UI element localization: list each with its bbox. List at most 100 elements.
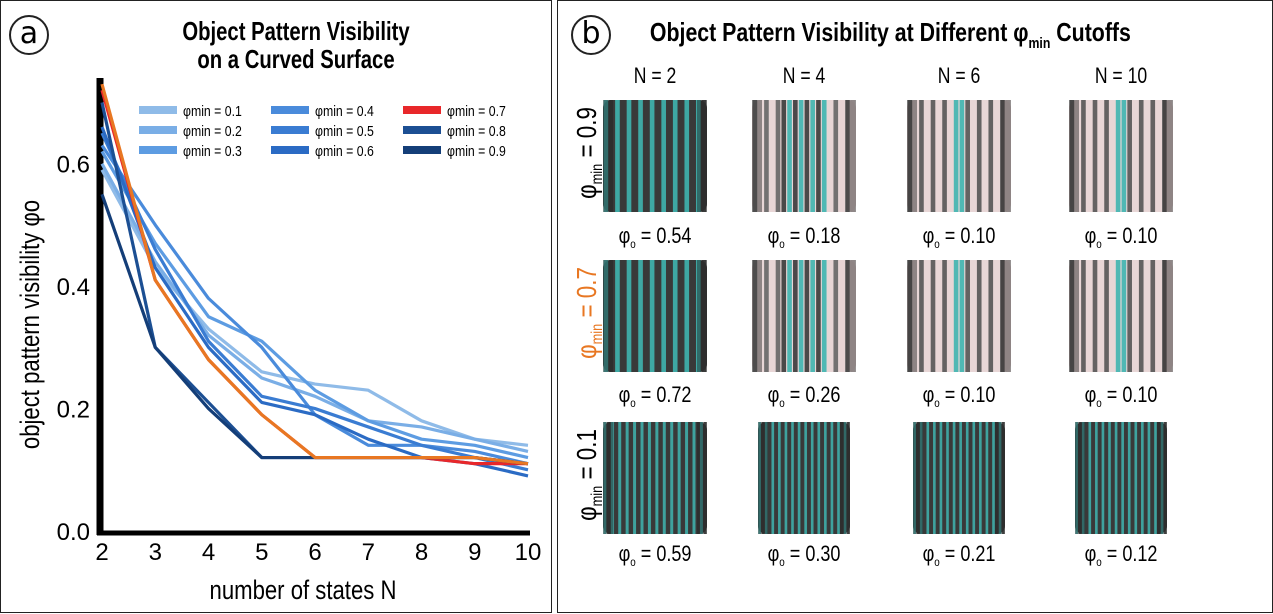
x-tick-label: 10: [515, 539, 542, 566]
row-label-symbol: φ: [571, 506, 602, 521]
visibility-value: φo = 0.10: [906, 223, 1013, 251]
visibility-value: φo = 0.72: [602, 382, 709, 410]
value-symbol: φ: [767, 382, 780, 407]
legend-swatch: [403, 126, 441, 134]
visibility-value: φo = 0.12: [1068, 541, 1175, 569]
grid-title: Object Pattern Visibility at Different φ…: [628, 17, 1153, 59]
value-sub: o: [779, 555, 785, 569]
cylinder-pattern-image: [752, 100, 856, 212]
legend-label: φmin = 0.9: [447, 143, 506, 159]
row-label: φmin = 0.7: [571, 253, 607, 373]
x-tick-label: 5: [255, 539, 268, 566]
series-line: [100, 193, 529, 466]
visibility-value: φo = 0.54: [602, 223, 709, 251]
value-number: = 0.21: [939, 541, 996, 566]
panel-b: b Object Pattern Visibility at Different…: [557, 0, 1273, 613]
value-number: = 0.18: [784, 223, 841, 248]
legend-swatch: [271, 106, 309, 114]
x-tick-label: 9: [468, 539, 481, 566]
x-tick-label: 7: [362, 539, 375, 566]
value-symbol: φ: [922, 382, 935, 407]
chart-title-line2: on a Curved Surface: [197, 44, 395, 74]
y-tick-label: 0.6: [57, 152, 90, 179]
value-symbol: φ: [618, 223, 631, 248]
row-label: φmin = 0.1: [571, 415, 607, 535]
cylinder-pattern-image: [603, 422, 707, 534]
value-number: = 0.12: [1101, 541, 1158, 566]
cylinder-pattern-image: [752, 260, 856, 372]
legend-label: φmin = 0.7: [447, 103, 506, 119]
legend: φmin = 0.1 φmin = 0.2 φmin = 0.3 φmin = 0.4…: [139, 103, 506, 159]
series-line: [100, 162, 529, 453]
value-symbol: φ: [1084, 223, 1097, 248]
x-tick-label: 3: [149, 539, 162, 566]
value-sub: o: [779, 237, 785, 251]
y-tick-label: 0.4: [57, 274, 90, 301]
legend-swatch: [271, 126, 309, 134]
row-label: φmin = 0.9: [571, 93, 607, 213]
series-line: [100, 132, 529, 472]
series-line: [100, 150, 529, 460]
value-number: = 0.30: [784, 541, 841, 566]
cylinder-pattern-image: [913, 422, 1005, 534]
visibility-value: φo = 0.21: [906, 541, 1013, 569]
series-line: [100, 169, 529, 447]
legend-label: φmin = 0.6: [315, 143, 374, 159]
cylinder-pattern-image: [1069, 100, 1173, 212]
value-sub: o: [1096, 396, 1102, 410]
grid-title-suffix: Cutoffs: [1050, 17, 1131, 47]
x-tick-label: 2: [95, 539, 108, 566]
value-sub: o: [779, 396, 785, 410]
cylinder-pattern-image: [1075, 422, 1167, 534]
y-axis-label: object pattern visibility φo: [16, 200, 46, 449]
value-symbol: φ: [922, 541, 935, 566]
x-tick-label: 8: [415, 539, 428, 566]
x-axis-label: number of states N: [210, 576, 397, 606]
value-sub: o: [934, 555, 940, 569]
value-symbol: φ: [1084, 541, 1097, 566]
cylinder-pattern-image: [758, 422, 850, 534]
value-symbol: φ: [767, 223, 780, 248]
row-label-symbol: φ: [571, 184, 602, 199]
panel-label-b: b: [571, 15, 611, 55]
legend-label: φmin = 0.5: [315, 123, 374, 139]
row-label-value: = 0.9: [571, 107, 602, 164]
y-tick-label: 0.0: [57, 519, 90, 546]
visibility-value: φo = 0.30: [751, 541, 858, 569]
chart-title-line1: Object Pattern Visibility: [182, 16, 410, 46]
column-header: N = 2: [633, 63, 677, 88]
value-number: = 0.10: [1101, 382, 1158, 407]
legend-label: φmin = 0.8: [447, 123, 506, 139]
chart-title: Object Pattern Visibility on a Curved Su…: [152, 17, 441, 73]
cylinder-pattern-image: [907, 100, 1011, 212]
cylinder-pattern-image: [907, 260, 1011, 372]
x-tick-label: 6: [308, 539, 321, 566]
value-symbol: φ: [618, 382, 631, 407]
value-sub: o: [1096, 237, 1102, 251]
value-symbol: φ: [618, 541, 631, 566]
series-line: [100, 83, 529, 466]
legend-label: φmin = 0.4: [315, 103, 374, 119]
cylinder-pattern-image: [603, 100, 707, 212]
legend-swatch: [139, 106, 177, 114]
visibility-value: φo = 0.10: [1068, 223, 1175, 251]
value-sub: o: [630, 237, 636, 251]
value-number: = 0.26: [784, 382, 841, 407]
value-number: = 0.10: [939, 382, 996, 407]
column-header: N = 4: [782, 63, 826, 88]
row-label-symbol: φ: [571, 344, 602, 359]
legend-label: φmin = 0.3: [183, 143, 242, 159]
legend-label: φmin = 0.2: [183, 123, 242, 139]
row-label-value: = 0.7: [571, 267, 602, 324]
series-line: [100, 126, 529, 478]
grid-title-sub: min: [1028, 35, 1051, 52]
visibility-value: φo = 0.59: [602, 541, 709, 569]
visibility-value: φo = 0.26: [751, 382, 858, 410]
legend-swatch: [271, 146, 309, 154]
legend-swatch: [403, 106, 441, 114]
value-number: = 0.59: [635, 541, 692, 566]
value-number: = 0.10: [939, 223, 996, 248]
row-label-value: = 0.1: [571, 429, 602, 486]
legend-swatch: [139, 146, 177, 154]
value-sub: o: [630, 555, 636, 569]
